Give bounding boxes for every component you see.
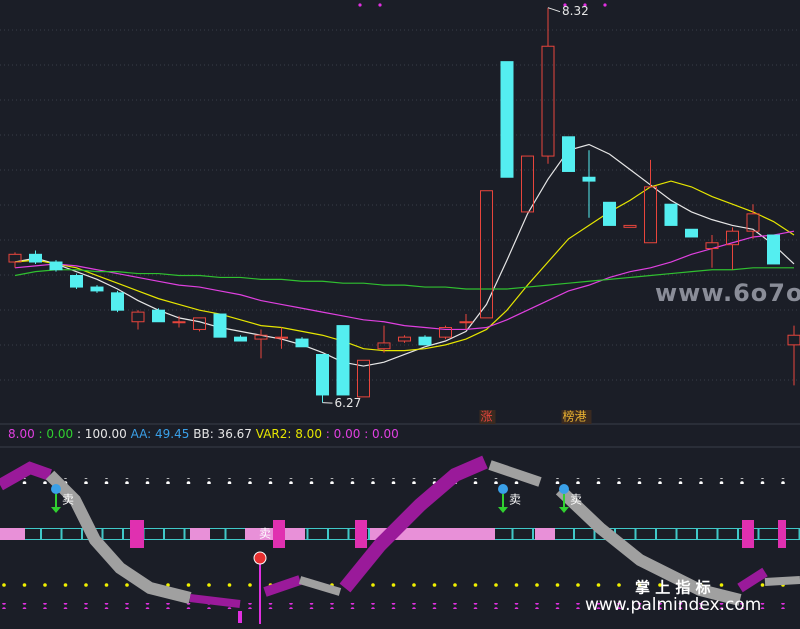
candle-body [418, 336, 432, 346]
low-label: 6.27 [335, 396, 362, 410]
candle-body [295, 338, 309, 348]
ma-line [14, 143, 795, 367]
indicator-value: : 100.00 [77, 427, 127, 441]
grid [0, 29, 800, 381]
candle-body [377, 342, 391, 350]
candle-body [685, 228, 698, 238]
indicator-header: 8.00 : 0.00 : 100.00 AA: 49.45 BB: 36.67… [8, 427, 399, 441]
candle-body [541, 45, 555, 157]
candle-body [275, 336, 288, 339]
candle-body [29, 253, 42, 263]
sell-label: 卖 [509, 493, 521, 507]
candle-body [603, 201, 616, 226]
brand: 掌 上 指 标 [635, 579, 711, 597]
candle-body [726, 230, 739, 246]
annotation-arrow [547, 7, 561, 13]
candle-body [500, 61, 514, 178]
candle-body [49, 261, 63, 271]
sell-label: 卖 [62, 493, 74, 507]
candle-body [582, 176, 596, 182]
candle-body [111, 292, 124, 311]
indicator-value: AA: 49.45 [131, 427, 190, 441]
indicator-value: : 0.00 [364, 427, 399, 441]
candle-body [254, 334, 268, 340]
candle-body [8, 253, 22, 263]
candle-body [131, 311, 145, 323]
indicator-value: 8.00 [8, 427, 35, 441]
top-dots [358, 3, 607, 7]
indicator-value: VAR2: 8.00 [256, 427, 322, 441]
candle-body [172, 321, 186, 324]
candle-body [746, 213, 760, 232]
indicator-value: : 0.00 [39, 427, 74, 441]
ma-line [14, 267, 794, 290]
candle-body [398, 336, 411, 342]
marker-bg [561, 410, 592, 424]
candle-body [316, 353, 329, 396]
indicator-value: BB: 36.67 [193, 427, 252, 441]
candle-body [787, 334, 800, 346]
candle-body [459, 321, 473, 324]
indicator-value: : 0.00 [326, 427, 361, 441]
candle-body [336, 325, 350, 396]
sell-label: 卖 [570, 493, 582, 507]
sell-label: 卖 [259, 527, 271, 541]
marker: 榜港 [563, 409, 587, 424]
ma-line [14, 180, 795, 352]
candle-body [562, 136, 575, 172]
candle-body [705, 242, 719, 250]
candle-body [439, 327, 452, 338]
candle-body [70, 275, 83, 288]
candle-body [213, 313, 227, 338]
ma-line [14, 230, 795, 331]
marker-bg [479, 410, 496, 424]
candle-body [664, 203, 678, 226]
candle-body [644, 186, 657, 244]
candle-body [623, 224, 637, 228]
indicator-panel [0, 455, 800, 624]
site: www.palmindex.com [585, 595, 761, 615]
annotation-arrow [322, 402, 333, 404]
indicator-values: 8.00 : 0.00 : 100.00 AA: 49.45 BB: 36.67… [8, 427, 399, 441]
marker: 涨 [481, 409, 493, 424]
watermark: www.6o7o.com [655, 279, 800, 307]
candle-body [480, 190, 493, 319]
high-label: 8.32 [562, 4, 589, 18]
candle-body [90, 286, 104, 292]
candle-body [521, 155, 534, 213]
candle-body [193, 317, 206, 330]
candle-body [357, 359, 370, 398]
candle-body [152, 309, 165, 323]
candle-body [234, 336, 247, 342]
candle-body [767, 234, 780, 265]
